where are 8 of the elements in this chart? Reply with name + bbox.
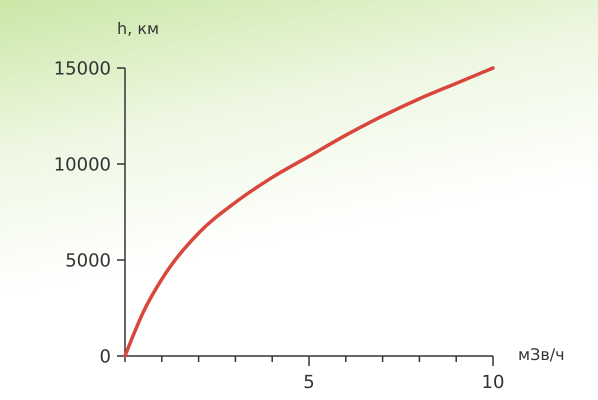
y-axis-title: h, км — [117, 19, 160, 38]
y-tick-label: 0 — [100, 346, 111, 368]
y-tick-label: 10000 — [54, 154, 111, 176]
y-tick-label: 15000 — [54, 58, 111, 80]
y-tick-label: 5000 — [65, 250, 111, 272]
x-tick-label: 10 — [482, 372, 504, 393]
x-tick-label: 5 — [303, 372, 315, 393]
x-axis-title: мЗв/ч — [518, 345, 565, 364]
